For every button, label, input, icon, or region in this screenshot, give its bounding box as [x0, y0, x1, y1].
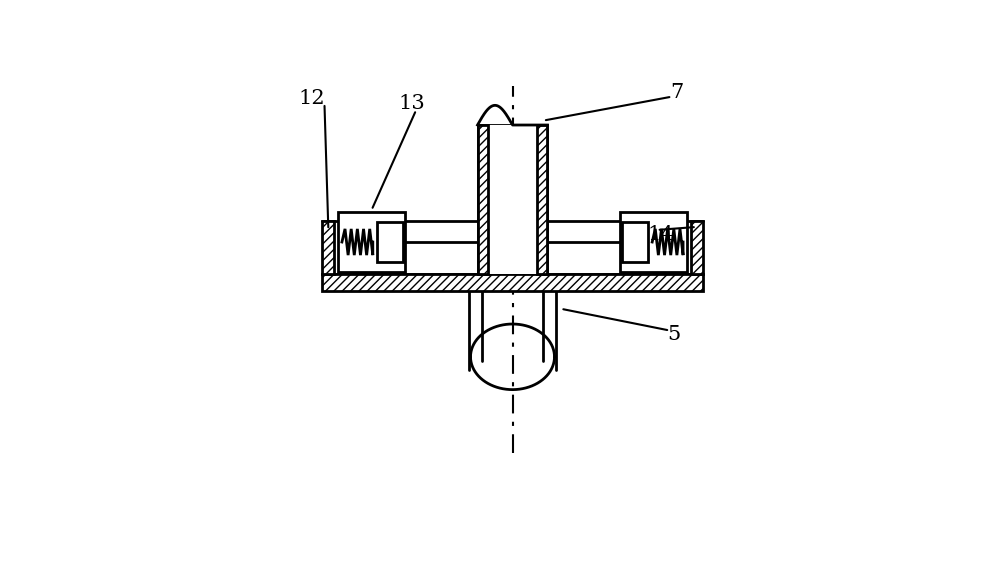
Bar	[622, 222, 648, 262]
Bar	[322, 274, 703, 291]
Bar	[338, 212, 405, 272]
Text: 7: 7	[670, 83, 683, 102]
Bar	[478, 125, 488, 274]
Text: 13: 13	[399, 94, 425, 112]
Bar	[691, 221, 703, 274]
Bar	[488, 125, 537, 274]
Bar	[322, 221, 334, 274]
Text: 5: 5	[668, 325, 681, 344]
Bar	[377, 222, 403, 262]
Bar	[537, 125, 547, 274]
Bar	[620, 212, 687, 272]
Text: 14: 14	[648, 225, 675, 244]
Text: 12: 12	[298, 89, 325, 108]
